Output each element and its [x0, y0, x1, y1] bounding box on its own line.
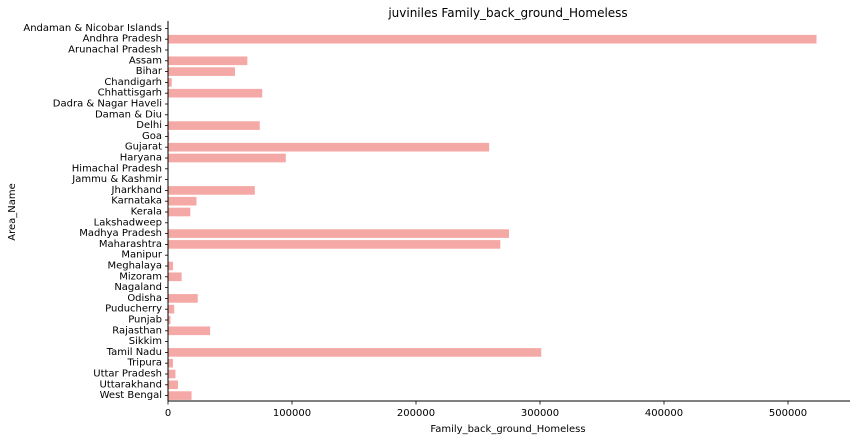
y-tick-label: Dadra & Nagar Haveli [53, 99, 162, 110]
bar [168, 358, 173, 368]
x-tick-label: 400000 [645, 408, 683, 419]
y-tick-label: Rajasthan [112, 325, 162, 336]
y-tick-label: Gujarat [125, 142, 162, 153]
x-axis-title: Family_back_ground_Homeless [430, 424, 585, 435]
bar [168, 380, 178, 390]
y-tick-label: Assam [129, 55, 162, 66]
y-tick-label: Tripura [127, 358, 162, 369]
x-tick-label: 0 [165, 408, 171, 419]
y-tick-label: Delhi [136, 120, 162, 131]
bar [168, 88, 263, 98]
y-tick-label: Jammu & Kashmir [71, 174, 163, 185]
y-tick-label: Himachal Pradesh [72, 163, 162, 174]
y-tick-label: Nagaland [114, 282, 162, 293]
bar [168, 207, 191, 217]
bar [168, 240, 501, 249]
y-tick-label: West Bengal [100, 390, 162, 401]
x-tick-label: 300000 [521, 408, 559, 419]
y-tick-label: Andaman & Nicobar Islands [23, 23, 162, 34]
y-tick-label: Uttar Pradesh [93, 369, 162, 380]
bars-group [168, 24, 817, 400]
bar [168, 261, 173, 271]
y-axis-title: Area_Name [7, 183, 18, 241]
y-tick-label: Odisha [127, 293, 162, 304]
bar [168, 78, 172, 87]
x-tick-label: 500000 [769, 408, 807, 419]
y-tick-label: Jharkhand [111, 185, 162, 196]
y-tick-label: Kerala [131, 207, 162, 218]
y-tick-label: Uttarakhand [100, 379, 162, 390]
bar [168, 142, 490, 152]
y-tick-label: Bihar [136, 66, 163, 77]
chart-title: juviniles Family_back_ground_Homeless [387, 6, 627, 20]
y-tick-label: Sikkim [129, 336, 162, 347]
bar [168, 369, 176, 379]
bar [168, 294, 198, 303]
y-tick-label: Daman & Diu [95, 109, 162, 120]
bar [168, 132, 170, 141]
bar [168, 391, 192, 400]
bar [168, 326, 211, 336]
y-tick-label: Maharashtra [99, 239, 162, 250]
y-tick-label: Andhra Pradesh [83, 34, 162, 45]
y-tick-label: Madhya Pradesh [79, 228, 162, 239]
bar [168, 56, 248, 66]
y-tick-label: Goa [142, 131, 162, 142]
y-tick-label: Puducherry [105, 304, 162, 315]
y-tick-label: Manipur [121, 250, 163, 261]
y-tick-label: Punjab [128, 315, 162, 326]
y-tick-label: Meghalaya [107, 261, 162, 272]
y-tick-label: Chhattisgarh [98, 88, 162, 99]
bar [168, 196, 197, 206]
bar [168, 67, 235, 76]
bar [168, 121, 260, 130]
y-tick-label: Haryana [120, 153, 162, 164]
y-tick-label: Karnataka [111, 196, 162, 207]
x-tick-label: 100000 [273, 408, 311, 419]
bar [168, 272, 182, 282]
y-tick-label: Chandigarh [104, 77, 162, 88]
bar [168, 304, 175, 314]
y-tick-label: Lakshadweep [94, 217, 162, 228]
y-tick-label: Tamil Nadu [106, 347, 162, 358]
bar [168, 348, 542, 357]
y-tick-label: Arunachal Pradesh [68, 45, 162, 56]
x-tick-label: 200000 [397, 408, 435, 419]
bar [168, 34, 817, 44]
bar [168, 315, 171, 325]
y-tick-label: Mizoram [119, 271, 162, 282]
bar [168, 229, 509, 238]
bar [168, 186, 255, 195]
x-axis-ticks: 0 100000 200000 300000 400000 500000 [165, 401, 807, 419]
bar [168, 153, 286, 163]
